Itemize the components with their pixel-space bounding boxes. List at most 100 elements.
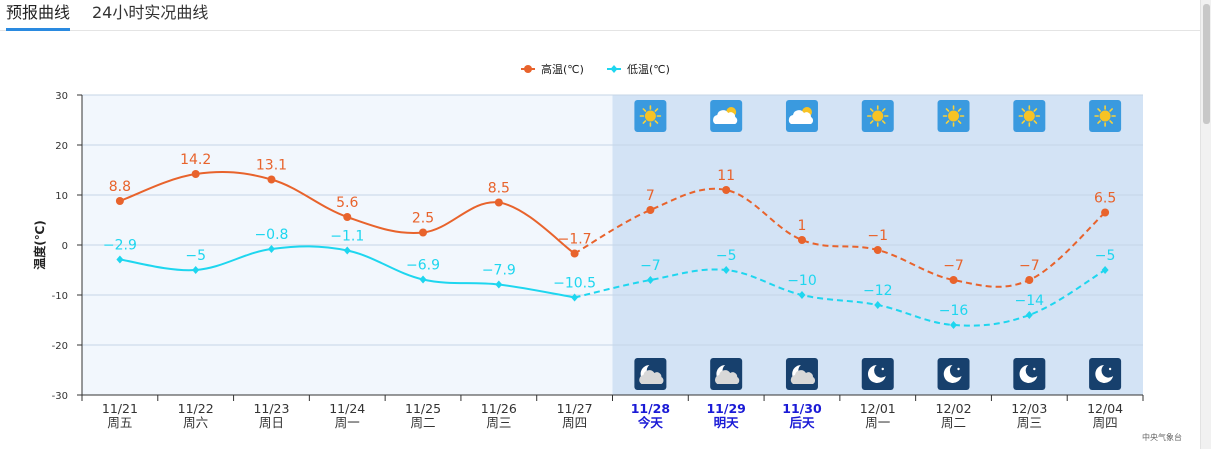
low-temp-point [192, 266, 200, 274]
sun-ray [881, 108, 886, 112]
cloud-shape [715, 370, 740, 384]
x-tick-label-date: 11/28 [631, 401, 670, 416]
x-tick-label-weekday: 周五 [107, 415, 132, 430]
sun-ray [654, 120, 659, 124]
sun-ray [642, 120, 647, 124]
high-temp-value-label: 6.5 [1094, 191, 1116, 207]
y-tick-label: -10 [52, 291, 68, 302]
x-tick-label-weekday: 明天 [714, 415, 740, 430]
low-temp-point [874, 301, 882, 309]
x-tick-label-weekday: 后天 [789, 415, 815, 430]
y-axis-label: 温度(℃) [32, 220, 47, 270]
y-tick-label: 0 [62, 241, 68, 252]
low-temp-value-label: −16 [939, 303, 969, 319]
low-temp-value-label: −2.9 [103, 238, 137, 254]
high-temp-point [343, 213, 352, 221]
icon-tile [1013, 358, 1046, 390]
star-shape [1108, 367, 1112, 371]
high-temp-point [570, 249, 579, 258]
source-note: 中央气象台 [1142, 432, 1182, 442]
scrollbar-thumb[interactable] [1203, 4, 1210, 124]
low-temp-point [116, 255, 124, 264]
high-temp-value-label: −7 [943, 258, 964, 274]
sun-ray [1021, 108, 1026, 112]
x-tick-label-date: 11/24 [329, 401, 365, 416]
moon-shape [1019, 365, 1038, 383]
cloud-shape [788, 110, 814, 124]
tab-24h-observed-curve[interactable]: 24小时实况曲线 [92, 3, 209, 22]
x-tick-label-weekday: 周四 [1093, 415, 1118, 430]
high-temp-point [722, 186, 731, 194]
low-temp-point [798, 291, 806, 299]
high-temp-value-label: 13.1 [256, 158, 287, 174]
sunny-icon [1089, 100, 1122, 132]
sunny-icon [634, 100, 667, 132]
high-temp-value-label: 8.8 [109, 179, 131, 195]
x-tick-label-date: 12/03 [1011, 401, 1047, 416]
sun-ray [642, 108, 647, 112]
x-tick-label-date: 12/01 [860, 401, 896, 416]
sun-disc [1023, 110, 1035, 122]
sun-ray [1021, 120, 1026, 124]
high-temp-point [873, 246, 882, 254]
x-tick-label-date: 12/02 [936, 401, 972, 416]
x-tick-label-date: 12/04 [1087, 401, 1123, 416]
low-temp-value-label: −12 [863, 283, 893, 299]
x-tick-label-date: 11/29 [706, 401, 745, 416]
sun-ray [1097, 120, 1101, 124]
sun-disc [948, 110, 960, 122]
high-temp-point [191, 170, 200, 178]
y-tick-label: 20 [55, 141, 68, 152]
x-tick-label-weekday: 周二 [411, 415, 436, 430]
low-temp-point [495, 280, 503, 289]
low-temp-point [343, 246, 351, 255]
sun-disc [644, 110, 656, 122]
x-tick-label-weekday: 周六 [183, 415, 208, 430]
legend: 高温(℃) 低温(℃) [521, 62, 670, 76]
low-temp-point [1025, 311, 1033, 319]
x-tick-label-date: 11/26 [481, 401, 517, 416]
high-temp-value-label: −1 [867, 228, 888, 244]
low-temp-value-label: −6.9 [406, 258, 440, 274]
high-temp-point [1101, 208, 1110, 217]
high-temp-point [949, 276, 958, 284]
sun-ray [654, 108, 659, 112]
low-temp-point [646, 276, 654, 284]
tab-forecast-curve[interactable]: 预报曲线 [6, 2, 71, 31]
sun-ray [945, 108, 950, 112]
high-temp-value-label: 11 [717, 168, 735, 184]
low-temp-value-label: −14 [1015, 293, 1045, 309]
legend-low-label: 低温(℃) [627, 63, 670, 76]
x-tick-label-weekday: 周三 [486, 415, 511, 430]
scrollbar[interactable] [1200, 0, 1211, 449]
high-temp-value-label: 7 [646, 188, 655, 204]
star-shape [881, 367, 884, 371]
high-temp-point [494, 198, 503, 207]
x-tick-label-date: 11/22 [178, 401, 214, 416]
high-temp-point [419, 228, 428, 237]
high-temp-point [797, 236, 806, 244]
cloudy-night-icon [634, 358, 667, 390]
low-temp-value-label: −7 [640, 258, 661, 274]
partly-cloudy-icon [710, 100, 743, 132]
x-tick-label-weekday: 周一 [335, 415, 360, 430]
sun-ray [1097, 108, 1101, 112]
sun-ray [945, 120, 950, 124]
legend-low-swatch-marker [610, 65, 618, 73]
high-temp-point [646, 206, 655, 214]
y-tick-label: -20 [52, 341, 68, 352]
low-temp-value-label: −5 [716, 248, 737, 264]
icon-tile [861, 358, 894, 390]
moon-shape [1095, 365, 1114, 383]
low-temp-value-label: −10.5 [553, 276, 596, 292]
x-tick-label-date: 11/30 [782, 401, 822, 416]
high-temp-value-label: −7 [1019, 258, 1040, 274]
low-temp-value-label: −5 [185, 248, 206, 264]
sun-ray [1033, 120, 1038, 124]
cloud-shape [639, 370, 664, 384]
low-temp-value-label: −7.9 [482, 263, 516, 279]
sun-ray [881, 120, 886, 124]
clear-night-icon [1013, 358, 1046, 390]
legend-high-swatch-marker [524, 65, 532, 73]
